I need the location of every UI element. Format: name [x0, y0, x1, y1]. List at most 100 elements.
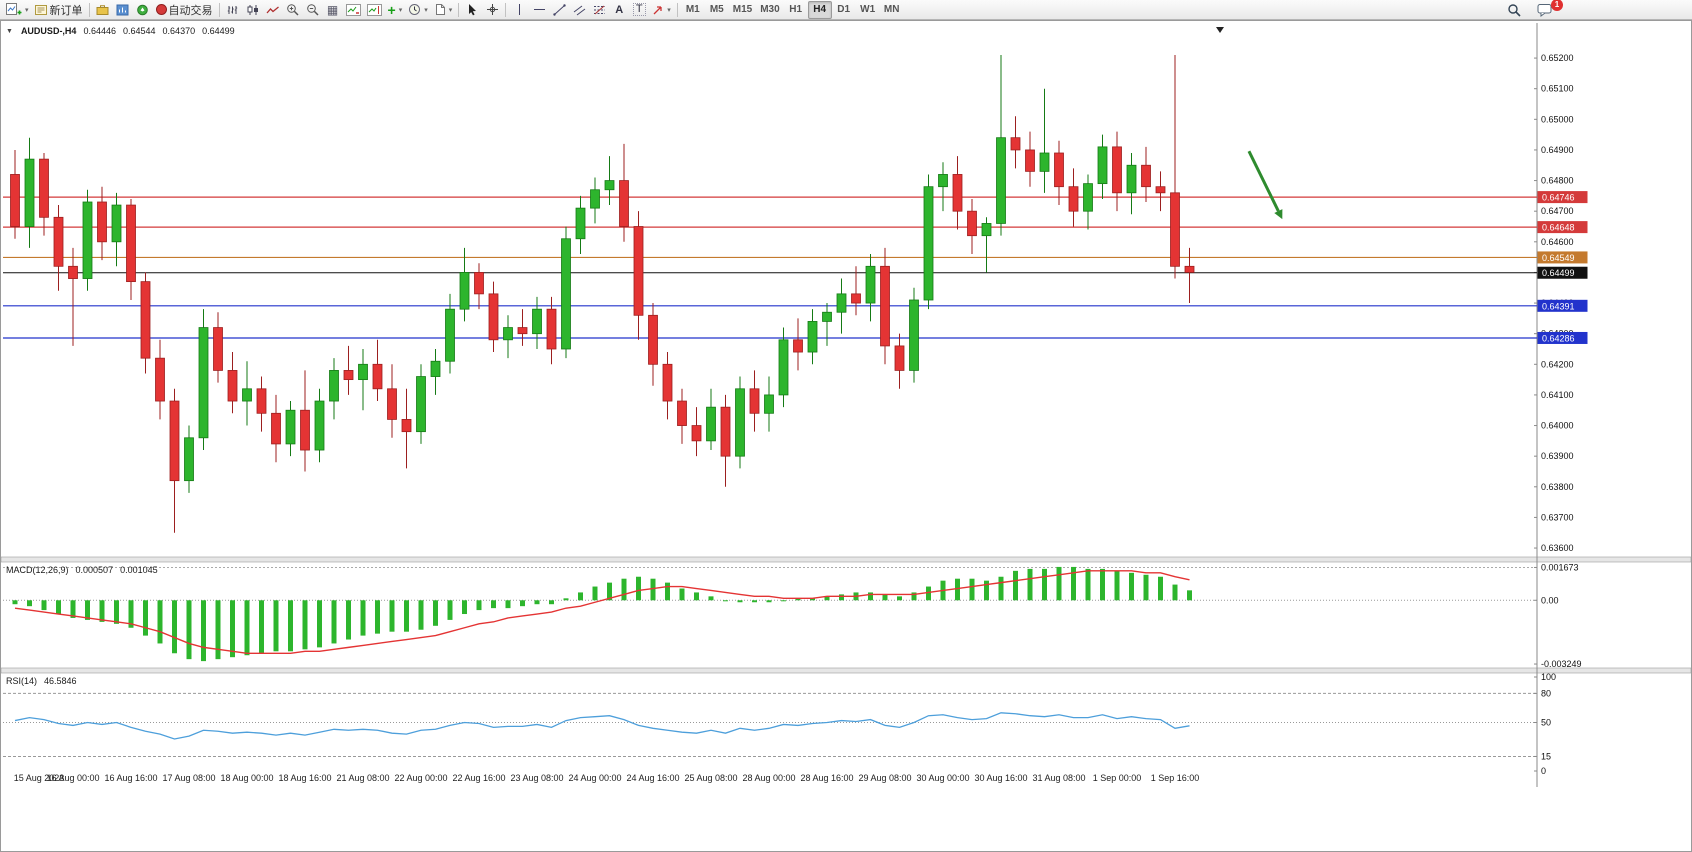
time-axis-label: 28 Aug 16:00 — [800, 773, 853, 783]
candle-body — [909, 299, 919, 371]
candle-body — [430, 360, 441, 377]
tile-windows-button[interactable]: ▦ — [323, 1, 343, 19]
price-level-box — [1537, 331, 1588, 344]
templates-button[interactable]: ▾ — [431, 1, 456, 19]
line-chart-mode-button[interactable] — [263, 1, 283, 19]
timeframe-h4-button[interactable]: H4 — [807, 0, 832, 19]
label-tool-icon: T — [632, 3, 646, 16]
price-axis-label: 0.64600 — [1541, 237, 1574, 247]
periods-button[interactable]: ▾ — [405, 1, 431, 19]
channel-tool-button[interactable] — [569, 1, 589, 19]
price-axis-label: 0.65200 — [1541, 53, 1574, 63]
rsi-label: RSI(14) — [6, 676, 38, 686]
macd-bar — [172, 600, 177, 654]
timeframe-m30-button[interactable]: M30 — [756, 1, 783, 19]
timeframe-h1-button[interactable]: H1 — [784, 1, 808, 19]
price-level-label: 0.64391 — [1542, 301, 1575, 311]
candle-body — [1112, 146, 1122, 194]
timeframe-m5-button[interactable]: M5 — [705, 1, 729, 19]
chart-shift-marker[interactable] — [1216, 27, 1224, 33]
time-axis-label: 17 Aug 08:00 — [162, 773, 215, 783]
symbol-label: AUDUSD-,H4 — [20, 26, 77, 36]
macd-axis-label: -0.003249 — [1541, 659, 1582, 669]
panel-separator[interactable] — [1, 556, 1691, 563]
candle-body — [416, 376, 426, 433]
timeframe-m15-button[interactable]: M15 — [729, 1, 756, 19]
candle-body — [10, 174, 20, 227]
candle-body — [1155, 186, 1166, 194]
cursor-button[interactable] — [462, 1, 482, 19]
annotation-arrow[interactable] — [1247, 150, 1280, 212]
navigator-button[interactable] — [133, 1, 153, 19]
auto-scroll-button[interactable] — [343, 1, 364, 19]
time-axis-label: 16 Aug 16:00 — [104, 773, 157, 783]
bar-chart-mode-button[interactable] — [223, 1, 243, 19]
price-axis-label: 0.64700 — [1541, 206, 1574, 216]
label-tool-button[interactable]: T — [629, 1, 649, 19]
candle-body — [329, 370, 339, 402]
market-watch-button[interactable] — [113, 1, 133, 19]
macd-bar — [534, 600, 540, 605]
price-axis-label: 0.63700 — [1541, 512, 1574, 522]
zoom-in-button[interactable] — [283, 1, 303, 19]
candlestick-mode-button[interactable] — [243, 1, 263, 19]
toolbar-separator — [218, 2, 220, 17]
chart-shift-button[interactable] — [364, 1, 385, 19]
macd-bar — [723, 600, 728, 602]
arrows-tool-button[interactable]: ▾ — [649, 1, 674, 19]
new-chart-button[interactable]: ▾ — [3, 1, 32, 19]
search-icon — [1508, 4, 1521, 17]
market-watch-icon — [116, 4, 129, 15]
price-axis-label: 0.65100 — [1541, 84, 1574, 94]
price-chart-canvas[interactable]: 0.65200 0.65100 0.65000 0.64900 0.64800 0.647… — [1, 21, 1691, 851]
timeframe-m1-button[interactable]: M1 — [681, 1, 705, 19]
text-tool-button[interactable]: A — [609, 1, 629, 19]
horizontal-line-tool-button[interactable] — [529, 1, 549, 19]
vertical-line-tool-button[interactable] — [509, 1, 529, 19]
indicators-button[interactable]: + ▾ — [385, 1, 406, 19]
candle-body — [387, 388, 397, 420]
zoom-out-button[interactable] — [303, 1, 323, 19]
candle-body — [662, 363, 673, 402]
macd-main-value: 0.000507 — [75, 565, 114, 575]
macd-bar — [810, 598, 815, 601]
notifications-button[interactable]: 1 — [1534, 0, 1563, 19]
search-button[interactable] — [1504, 1, 1524, 19]
macd-bar — [360, 600, 366, 636]
autotrading-button[interactable]: 自动交易 — [153, 1, 216, 19]
toolbox-icon — [96, 4, 109, 15]
macd-bar — [1013, 570, 1018, 601]
timeframe-mn-button[interactable]: MN — [880, 1, 904, 19]
timeframe-w1-button[interactable]: W1 — [856, 1, 880, 19]
macd-bar — [897, 596, 902, 601]
crosshair-button[interactable] — [482, 1, 502, 19]
candle-body — [459, 272, 470, 310]
candle-body — [198, 327, 209, 439]
collapse-panel-icon[interactable]: ▼ — [6, 27, 13, 35]
candle-body — [691, 425, 702, 442]
toolbox-button[interactable] — [93, 1, 113, 19]
macd-bar — [418, 600, 424, 630]
macd-bar — [201, 600, 206, 662]
candle-body — [1126, 164, 1137, 194]
candle-body — [546, 308, 557, 350]
macd-bar — [578, 592, 583, 601]
chart-symbol-header: ▼ AUDUSD-,H4 0.64446 0.64544 0.64370 0.6… — [6, 26, 235, 36]
new-order-button[interactable]: 新订单 — [32, 1, 86, 19]
timeframe-d1-button[interactable]: D1 — [832, 1, 856, 19]
line-chart-icon — [266, 5, 279, 13]
panel-separator[interactable] — [1, 667, 1691, 674]
time-axis-label: 21 Aug 08:00 — [336, 773, 389, 783]
candle-body — [677, 400, 687, 426]
macd-bar — [592, 586, 598, 601]
trendline-tool-button[interactable] — [549, 1, 569, 19]
macd-label: MACD(12,26,9) — [6, 565, 69, 575]
fibonacci-tool-button[interactable] — [589, 1, 609, 19]
macd-bar — [1172, 584, 1178, 601]
macd-bar — [317, 600, 322, 648]
candle-body — [155, 357, 165, 402]
rsi-line — [14, 712, 1190, 740]
candle-body — [503, 327, 513, 341]
candle-body — [68, 265, 78, 279]
price-level-label: 0.64648 — [1542, 223, 1575, 233]
